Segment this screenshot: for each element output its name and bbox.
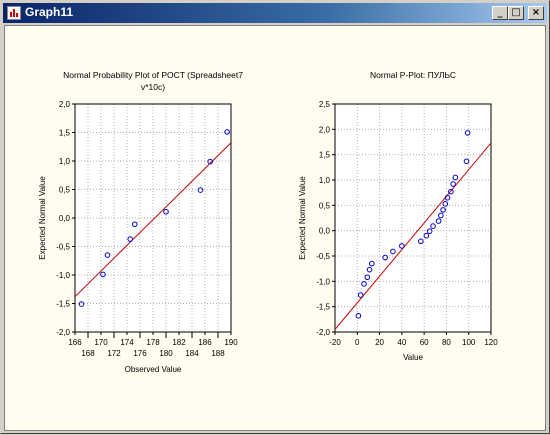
y-tick-label: 1,5 [59, 129, 71, 138]
y-tick-label: 1,5 [319, 151, 331, 160]
chart-2: Normal P-Plot: ПУЛЬС -2,0 -1,5 -1,0 -0,5 0,0 0… [298, 70, 498, 362]
window-title: Graph11 [25, 5, 74, 19]
x-tick-label: 176 [133, 349, 147, 358]
data-point [418, 238, 424, 245]
y-tick-label: 1,0 [319, 176, 331, 185]
chart-title: Normal Probability Plot of POCT (Spreads… [63, 70, 243, 80]
fit-line [335, 142, 491, 330]
minimize-icon: _ [497, 7, 503, 18]
x-tick-label: 168 [81, 349, 95, 358]
y-tick-label: -1,0 [56, 271, 70, 280]
y-tick-label: -2,0 [56, 328, 70, 337]
x-tick-label: 0 [355, 338, 360, 347]
x-tick-label: 60 [420, 338, 429, 347]
data-point [435, 218, 442, 224]
data-point [104, 252, 111, 258]
x-tick-label: 190 [224, 338, 238, 347]
data-point [368, 260, 375, 267]
title-bar[interactable]: Graph11 _ □ × [3, 3, 547, 23]
x-tick-label: 174 [120, 338, 134, 347]
x-tick-label: 182 [172, 338, 186, 347]
data-point [390, 248, 396, 255]
data-point [197, 187, 204, 193]
data-point [361, 281, 367, 287]
data-point [399, 243, 405, 249]
data-point [450, 181, 456, 187]
data-point [127, 236, 134, 242]
graph-canvas: Normal Probability Plot of POCT (Spreads… [4, 25, 546, 431]
plot-frame [74, 103, 232, 333]
x-tick-label: 186 [198, 338, 212, 347]
chart-1: Normal Probability Plot of POCT (Spreads… [38, 70, 243, 374]
y-tick-label: 0,5 [59, 186, 71, 195]
data-point [366, 266, 373, 273]
y-tick-label: 0,0 [319, 227, 331, 236]
x-tick-label: 172 [107, 349, 121, 358]
x-tick-label: 80 [442, 338, 451, 347]
maximize-button[interactable]: □ [508, 6, 524, 20]
data-point [438, 212, 444, 219]
data-point [224, 129, 230, 135]
data-point [132, 221, 138, 228]
y-tick-label: -1,5 [316, 303, 330, 312]
plot-frame [334, 103, 492, 333]
close-icon: × [531, 7, 541, 18]
y-tick-label: -0,5 [316, 252, 330, 261]
y-tick-label: 2,0 [319, 125, 331, 134]
data-point [423, 232, 430, 239]
y-tick-label: 0,5 [319, 201, 331, 210]
y-axis-label: Expected Normal Value [38, 176, 47, 260]
x-tick-label: 100 [462, 338, 476, 347]
data-point [463, 158, 470, 165]
y-tick-label: -2,0 [316, 328, 330, 337]
close-button[interactable]: × [528, 6, 544, 20]
data-point [364, 274, 371, 281]
data-point [207, 158, 213, 165]
x-axis-label: Observed Value [125, 365, 182, 374]
plots-svg: Normal Probability Plot of POCT (Spreads… [38, 70, 498, 374]
y-tick-label: 2,0 [59, 100, 71, 109]
x-tick-label: 40 [397, 338, 406, 347]
data-point [448, 188, 454, 195]
data-point [382, 254, 388, 261]
x-tick-label: 178 [146, 338, 160, 347]
y-tick-label: 1,0 [59, 157, 71, 166]
y-tick-label: 2,5 [319, 100, 331, 109]
x-tick-label: 170 [94, 338, 108, 347]
x-tick-label: 180 [159, 349, 173, 358]
fit-line [75, 142, 231, 298]
x-tick-label: 166 [68, 338, 82, 347]
data-point [440, 207, 446, 213]
data-point [426, 228, 433, 234]
x-tick-label: -20 [329, 338, 341, 347]
data-point [444, 194, 451, 201]
data-point [464, 130, 471, 136]
x-tick-label: 120 [484, 338, 498, 347]
chart-title: v*10c) [141, 82, 165, 92]
plot-area [335, 104, 491, 332]
data-point [442, 201, 449, 207]
data-point [163, 208, 169, 215]
y-tick-label: -0,5 [56, 243, 70, 252]
chart-title: Normal P-Plot: ПУЛЬС [370, 70, 456, 80]
maximize-icon: □ [511, 7, 521, 18]
y-tick-label: -1,5 [56, 300, 70, 309]
x-axis-label: Value [403, 353, 423, 362]
minimize-button[interactable]: _ [492, 6, 508, 20]
x-tick-label: 184 [185, 349, 199, 358]
y-axis-label: Expected Normal Value [298, 176, 307, 260]
data-point [357, 292, 364, 298]
x-tick-label: 20 [375, 338, 384, 347]
x-tick-label: 188 [211, 349, 225, 358]
data-point [355, 312, 362, 319]
data-point [430, 223, 436, 229]
data-point [452, 174, 459, 181]
graph-app-icon[interactable] [7, 6, 21, 20]
y-tick-label: 0,0 [59, 214, 71, 223]
data-point [78, 301, 85, 307]
data-point [100, 271, 106, 278]
y-tick-label: -1,0 [316, 277, 330, 286]
